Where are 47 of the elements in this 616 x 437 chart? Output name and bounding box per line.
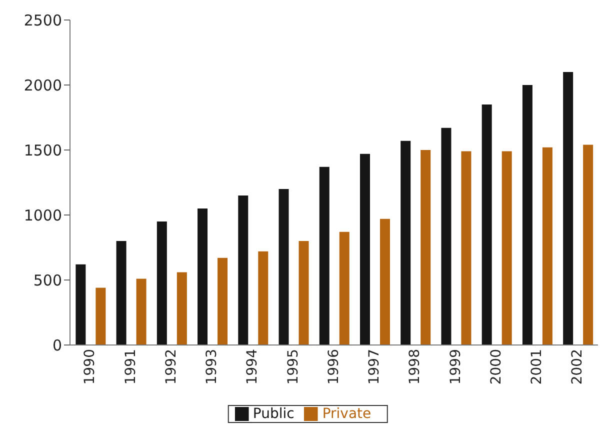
x-tick-label: 1990 [82,349,98,385]
bar [218,258,228,345]
x-tick-label: 1994 [244,348,261,385]
legend-label: Public [252,406,294,422]
x-tick-label: 1997 [366,349,383,385]
x-tick-label: 2000 [488,349,504,385]
bar [502,151,512,345]
bar [441,128,452,345]
x-tick-label: 1995 [285,349,302,385]
bar [482,104,492,345]
x-tick-label: 1999 [448,349,464,385]
bar [319,166,330,345]
bar [156,222,167,345]
bar [522,85,532,345]
x-tick-label: 1993 [204,349,220,385]
legend-label: Private [322,406,372,422]
bar [360,154,370,345]
bar [298,241,309,345]
bar [461,151,472,345]
bar [176,272,187,345]
bar [339,232,350,345]
x-tick-label: 1996 [326,348,342,385]
bar [583,144,594,345]
bar [420,150,431,345]
x-tick-label: 2002 [570,349,586,385]
y-tick-label: 500 [33,271,62,290]
bar [380,218,390,345]
x-tick-label: 1998 [407,349,424,385]
y-tick-label: 0 [52,336,62,354]
bar [542,147,552,345]
bar [278,189,289,345]
bar [116,241,126,345]
bar [76,264,86,345]
y-tick-label: 2500 [24,11,62,30]
bar [136,278,146,345]
y-tick-label: 2000 [24,76,62,94]
bar [258,251,268,345]
bar [238,196,248,345]
x-tick-label: 1991 [122,349,139,385]
bar [563,72,574,345]
x-tick-label: 1992 [163,349,180,385]
y-tick-label: 1000 [24,206,62,224]
bar [96,288,106,345]
bar [400,140,411,345]
x-tick-label: 2001 [529,349,546,385]
y-tick-label: 1500 [24,141,62,160]
bar [198,208,208,345]
